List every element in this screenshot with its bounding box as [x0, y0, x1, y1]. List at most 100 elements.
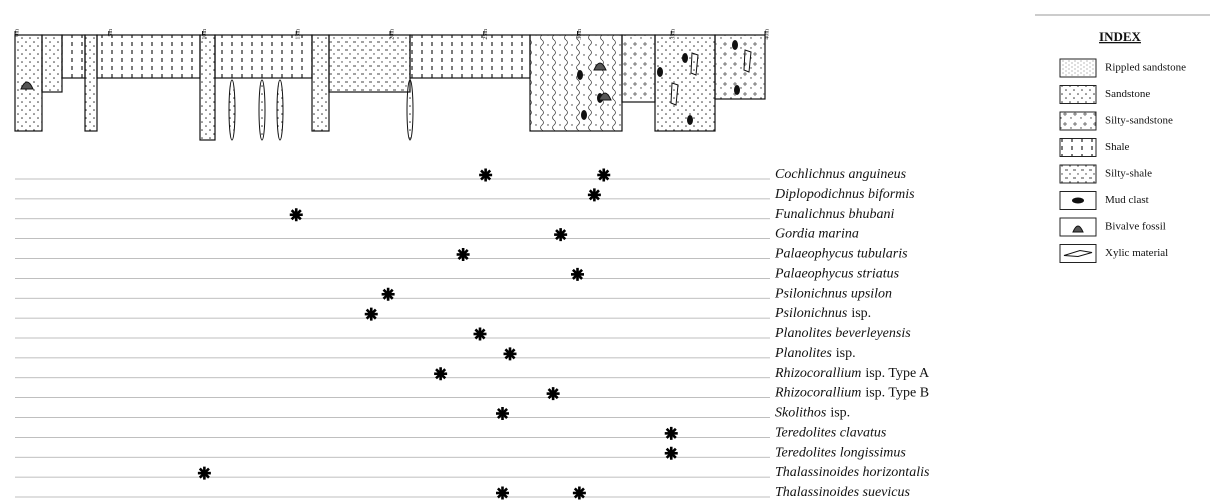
index-box	[1060, 86, 1096, 104]
index-legend: INDEX Rippled sandstone Sandstone Silty-sa…	[1035, 15, 1210, 263]
x-tick-label: 20m	[389, 29, 395, 40]
x-tick-label: 5m	[108, 29, 114, 37]
log-bed	[655, 35, 715, 131]
mud-clast	[682, 53, 688, 63]
x-tick-label: 40m	[764, 29, 770, 40]
index-box	[1060, 245, 1096, 263]
log-bed	[62, 35, 85, 78]
species-qualifier: isp. Type A	[865, 366, 930, 381]
species-name: Palaeophycus striatus	[774, 267, 900, 282]
occurrence-star	[588, 188, 601, 201]
occurrence-star	[665, 427, 678, 440]
species-label: Palaeophycus striatus	[774, 267, 900, 282]
index-label: Sandstone	[1105, 88, 1150, 100]
occurrence-star	[571, 268, 584, 281]
log-bed	[410, 35, 530, 78]
occurrence-star	[198, 467, 211, 480]
x-tick-label: 10m	[202, 29, 208, 40]
occurrence-star	[434, 367, 447, 380]
x-tick-label: 35m	[671, 29, 677, 40]
index-label: Mud clast	[1105, 194, 1149, 206]
species-name: Planolites	[774, 346, 832, 361]
log-bed	[215, 35, 312, 78]
occurrence-star	[290, 208, 303, 221]
species-label: Thalassinoides suevicus	[775, 485, 910, 500]
species-name: Skolithos	[775, 406, 827, 421]
occurrence-star	[665, 447, 678, 460]
species-label: Palaeophycus tubularis	[774, 247, 908, 262]
species-name: Teredolites clavatus	[775, 426, 887, 441]
species-label: Planolites isp.	[774, 346, 856, 361]
species-name: Planolites beverleyensis	[774, 326, 911, 341]
species-name: Diplopodichnus biformis	[774, 187, 915, 202]
x-tick-label: 25m	[483, 29, 489, 40]
lens	[229, 80, 235, 140]
species-qualifier: isp.	[836, 346, 856, 361]
mud-clast	[687, 115, 693, 125]
lens	[259, 80, 265, 140]
occurrence-star	[554, 228, 567, 241]
x-tick-label: 0m	[14, 29, 20, 37]
species-name: Cochlichnus anguineus	[775, 167, 907, 182]
occurrence-chart: Cochlichnus anguineus Diplopodichnus bifo…	[15, 167, 930, 500]
occurrence-star	[479, 169, 492, 182]
x-tick-label: 30m	[577, 29, 583, 40]
log-bed	[42, 35, 62, 92]
occurrence-star	[597, 169, 610, 182]
species-name: Rhizocorallium	[774, 386, 861, 401]
figure: 0m 5m 10m 15m 20m 25m 30m 35m 40m Cochlichnus an…	[0, 0, 1215, 501]
index-mud-clast	[1072, 198, 1084, 204]
index-box	[1060, 139, 1096, 157]
mud-clast	[734, 85, 740, 95]
species-qualifier: isp.	[851, 306, 871, 321]
species-label: Funalichnus bhubani	[774, 207, 894, 222]
occurrence-star	[504, 347, 517, 360]
index-label: Xylic material	[1105, 247, 1168, 259]
species-label: Diplopodichnus biformis	[774, 187, 915, 202]
index-title: INDEX	[1099, 29, 1142, 44]
species-label: Gordia marina	[775, 227, 859, 242]
species-qualifier: isp. Type B	[865, 386, 929, 401]
occurrence-star	[474, 328, 487, 341]
species-name: Teredolites longissimus	[775, 445, 906, 460]
index-label: Silty-shale	[1105, 168, 1152, 180]
index-box	[1060, 59, 1096, 77]
mud-clast	[577, 70, 583, 80]
log-bed	[622, 35, 655, 102]
log-bed	[312, 35, 329, 131]
occurrence-star	[547, 387, 560, 400]
log-bed	[85, 35, 97, 131]
mud-clast	[732, 40, 738, 50]
species-label: Teredolites clavatus	[775, 426, 887, 441]
lithology-log: 0m 5m 10m 15m 20m 25m 30m 35m 40m	[14, 29, 770, 140]
log-bed	[97, 35, 200, 78]
log-bed	[530, 35, 622, 131]
species-name: Rhizocorallium	[774, 366, 861, 381]
occurrence-star	[496, 407, 509, 420]
species-qualifier: isp.	[830, 406, 850, 421]
species-label: Thalassinoides horizontalis	[775, 465, 930, 480]
log-bed	[329, 35, 410, 92]
x-tick-label: 15m	[296, 29, 302, 40]
index-label: Rippled sandstone	[1105, 62, 1186, 74]
species-name: Thalassinoides horizontalis	[775, 465, 930, 480]
index-label: Bivalve fossil	[1105, 221, 1166, 233]
species-label: Teredolites longissimus	[775, 445, 906, 460]
species-label: Psilonichnus upsilon	[774, 286, 892, 301]
species-name: Gordia marina	[775, 227, 859, 242]
species-label: Cochlichnus anguineus	[775, 167, 907, 182]
species-name: Funalichnus bhubani	[774, 207, 894, 222]
occurrence-star	[573, 487, 586, 500]
occurrence-star	[457, 248, 470, 261]
species-label: Psilonichnusisp.	[774, 306, 871, 321]
index-label: Silty-sandstone	[1105, 115, 1173, 127]
species-name: Thalassinoides suevicus	[775, 485, 910, 500]
index-box	[1060, 165, 1096, 183]
species-label: Planolites beverleyensis	[774, 326, 911, 341]
occurrence-star	[496, 487, 509, 500]
species-name: Psilonichnus upsilon	[774, 286, 892, 301]
log-bed	[715, 35, 765, 99]
index-label: Shale	[1105, 141, 1130, 153]
index-box	[1060, 112, 1096, 130]
